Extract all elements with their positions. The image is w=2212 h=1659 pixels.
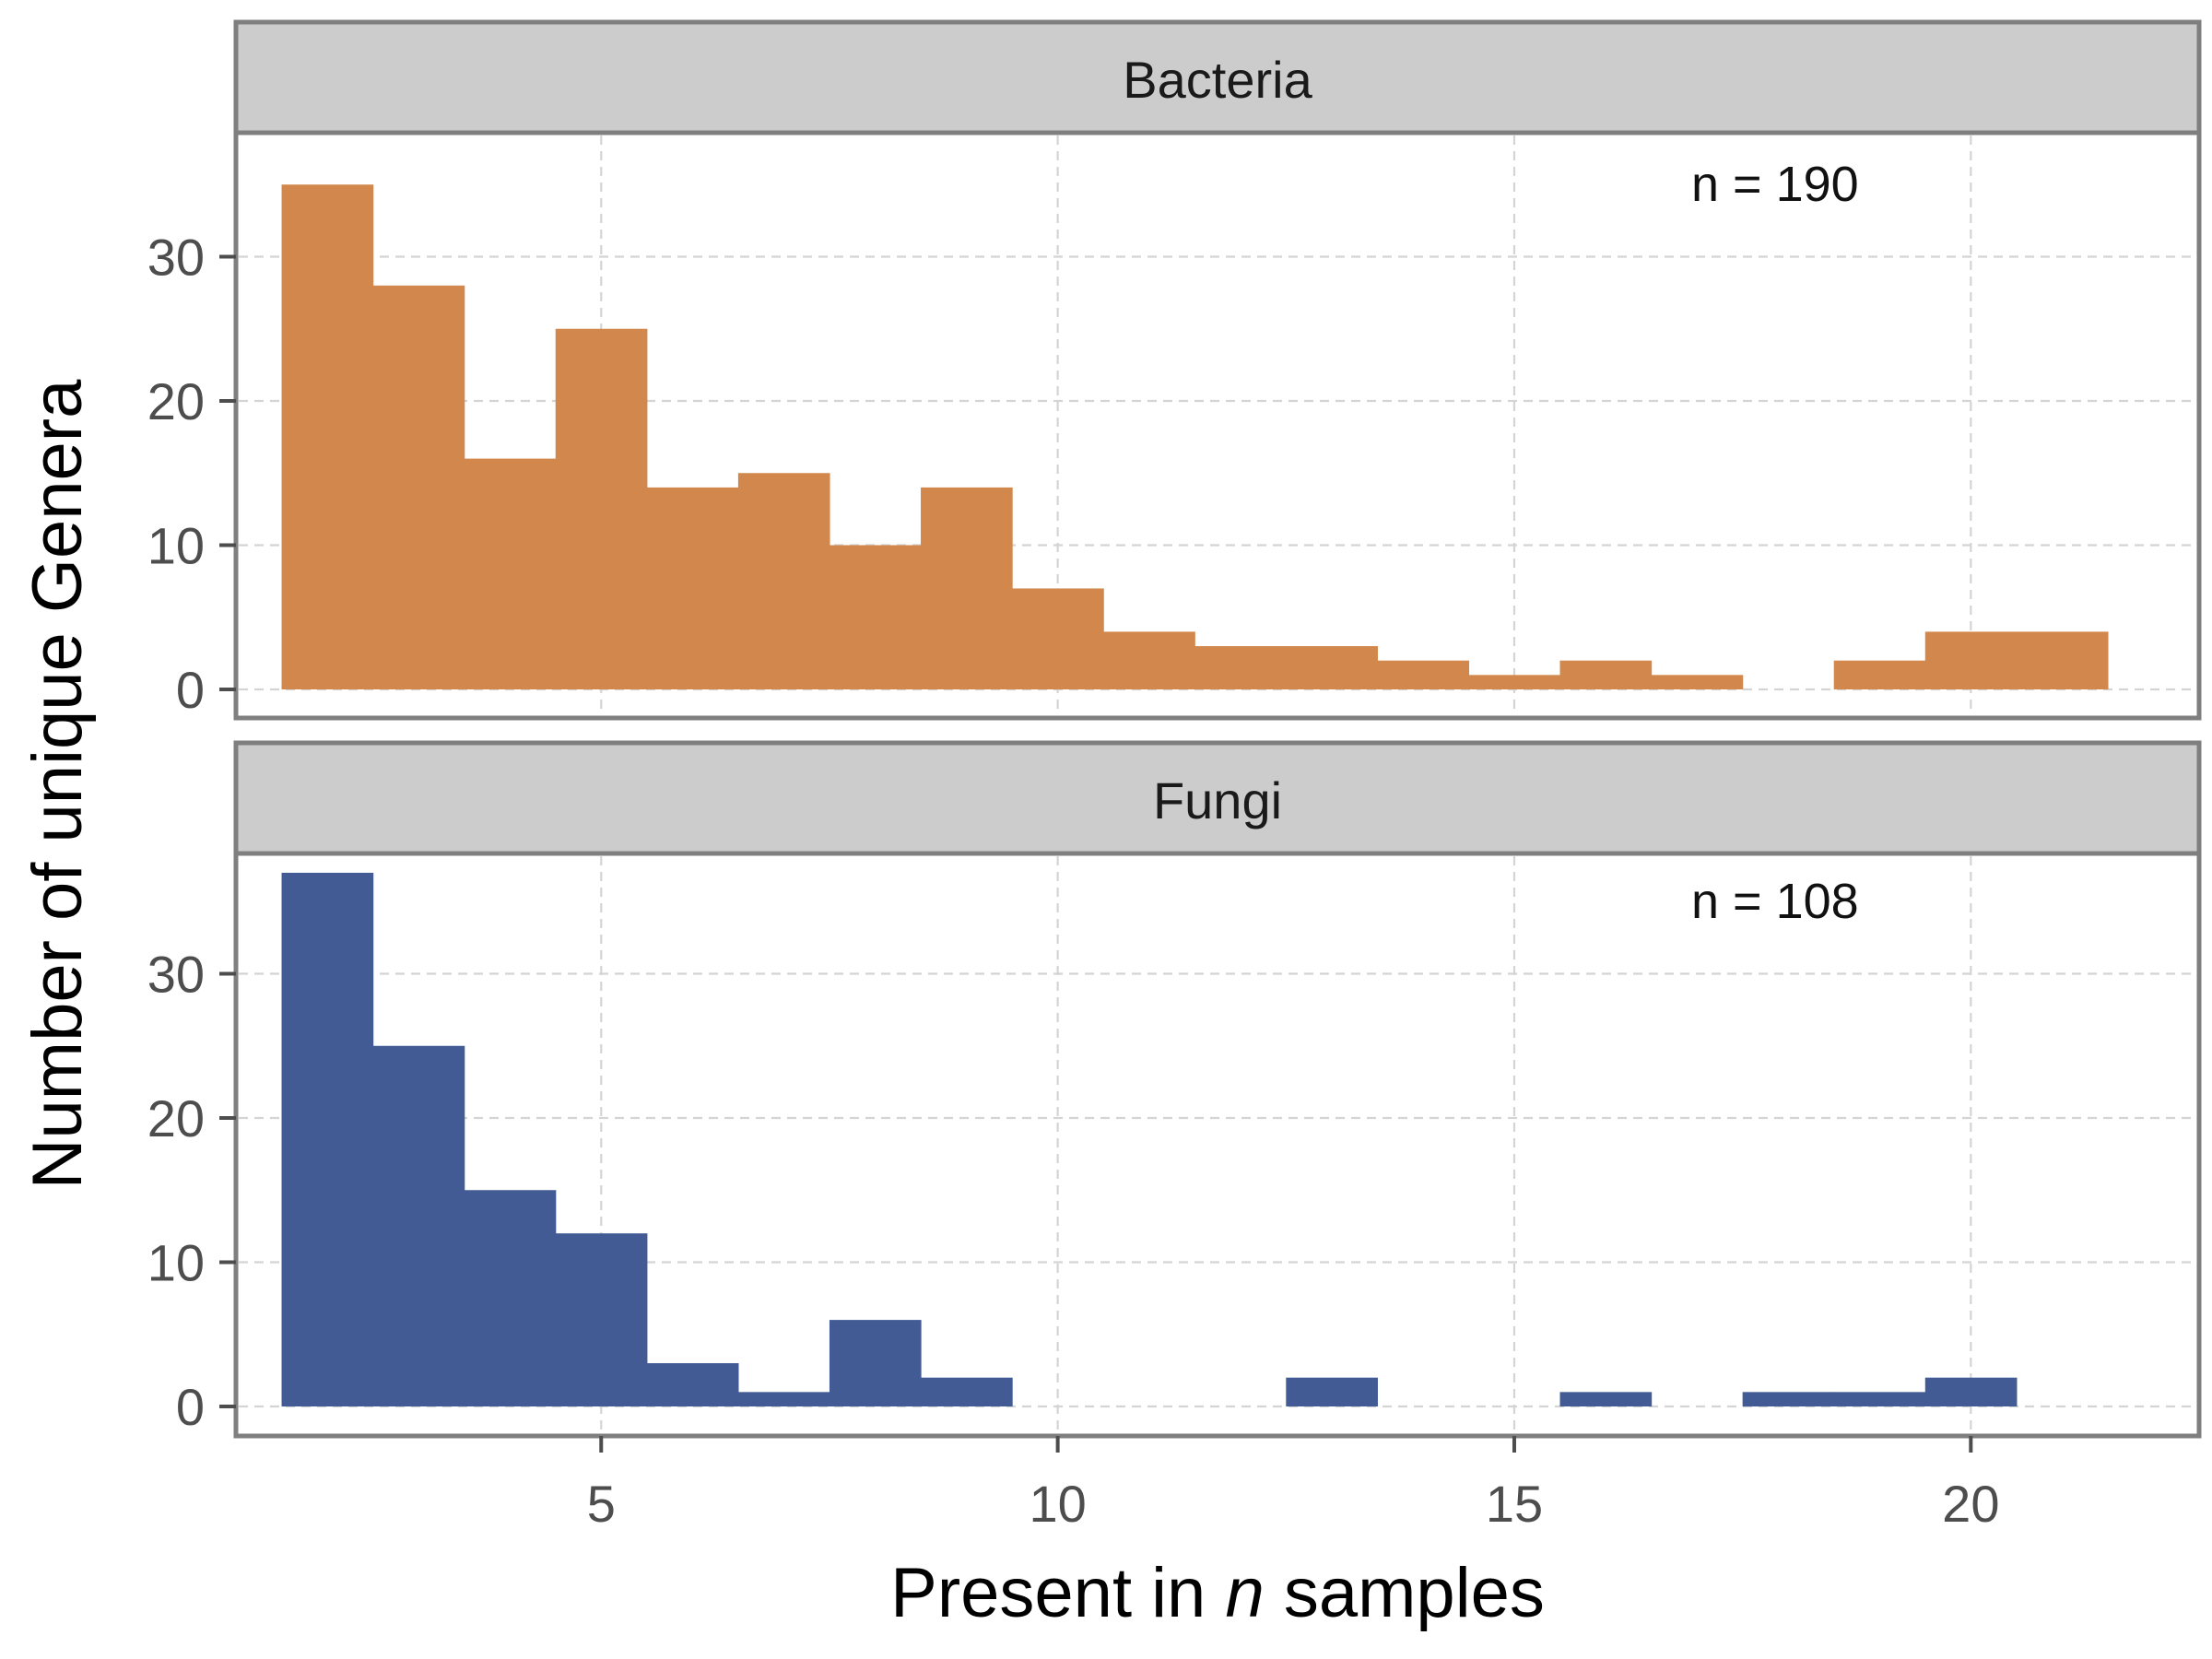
y-ticks-bacteria: 0 10 20 30 [147,229,236,719]
histogram-bar [1651,675,1744,689]
histogram-bar [1559,1392,1653,1406]
facet-fungi: Fungi n = 108 0 10 20 30 [147,740,2202,1439]
y-ticks-fungi: 0 10 20 30 [147,946,236,1436]
histogram-bar [1924,1377,2018,1406]
histogram-bar [646,1363,739,1406]
plot-border-fungi [233,851,2202,1439]
histogram-bar [1286,646,1378,689]
histogram-bar [1924,631,2018,689]
histogram-bar [1833,660,1926,689]
y-axis-title: Number of unique Genera [18,379,97,1189]
histogram-bar [921,1377,1013,1406]
x-tick-label: 5 [587,1475,616,1533]
histogram-bar [2016,631,2109,689]
histogram-bar [737,473,830,689]
histogram-bar [1468,675,1561,689]
histogram-bar [555,1233,648,1406]
histogram-bar [464,1190,557,1406]
histogram-bar [1833,1392,1926,1406]
histogram-bar [372,285,465,689]
strip-fungi [233,740,2202,856]
y-tick-label: 30 [147,229,205,287]
facet-bacteria: Bacteria n = 190 0 10 20 30 [147,19,2202,721]
histogram-bar [281,872,374,1406]
histogram-bar [737,1392,830,1406]
x-tick-label: 10 [1029,1475,1086,1533]
histogram-bar [646,487,739,689]
y-tick-label: 0 [176,661,205,719]
annotation-fungi: n = 108 [1691,874,1859,929]
histogram-bar [372,1045,465,1406]
bars-bacteria [281,184,2109,689]
x-axis: 5 10 15 20 [587,1436,1999,1533]
x-tick-label: 15 [1486,1475,1543,1533]
histogram-bar [281,184,374,689]
histogram-bar [1012,588,1104,689]
histogram-bar [1559,660,1653,689]
strip-label-bacteria: Bacteria [1123,51,1312,109]
histogram-bar [829,1320,922,1406]
y-tick-label: 10 [147,517,205,575]
y-tick-label: 30 [147,946,205,1004]
histogram-bar [555,328,648,689]
x-tick-label: 20 [1942,1475,1999,1533]
histogram-bar [1103,631,1195,689]
histogram-bar [464,458,557,689]
annotation-bacteria: n = 190 [1691,157,1859,212]
strip-label-fungi: Fungi [1153,771,1282,830]
strip-bacteria [233,19,2202,135]
y-tick-label: 0 [176,1378,205,1436]
histogram-bar [1194,646,1287,689]
bars-fungi [281,872,2018,1406]
histogram-bar [1742,1392,1835,1406]
histogram-bar [921,487,1013,689]
histogram-bar [1377,660,1470,689]
y-tick-label: 20 [147,372,205,430]
histogram-bar [1286,1377,1378,1406]
histogram-bar [829,545,922,689]
x-axis-title: Present in n samples [890,1554,1545,1632]
plot-border-bacteria [233,130,2202,721]
y-tick-label: 10 [147,1234,205,1292]
y-tick-label: 20 [147,1089,205,1147]
